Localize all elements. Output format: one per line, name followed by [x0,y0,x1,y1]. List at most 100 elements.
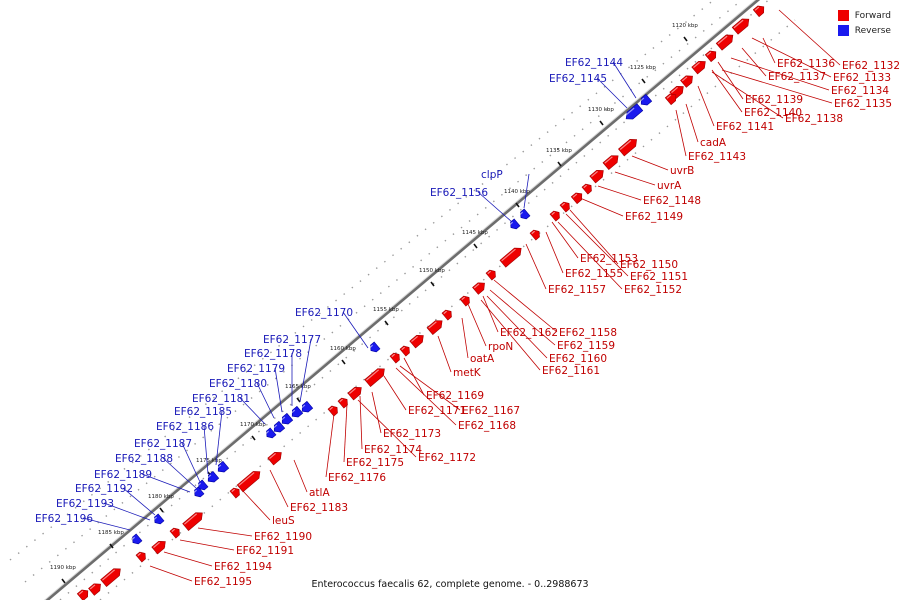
forward-gene [570,192,583,205]
forward-gene-label: EF62_1155 [565,268,623,280]
leader-line [751,37,832,78]
leader-line [274,367,283,413]
kbp-tick-label: 1180 kbp [148,494,174,500]
reverse-gene [290,405,304,418]
forward-gene-label: EF62_1136 [777,58,835,70]
reverse-gene [280,412,294,425]
reverse-gene-label: EF62_1179 [227,363,285,375]
leader-line [122,487,156,516]
leader-line [181,442,201,483]
leader-line [489,289,556,346]
forward-gene-label: EF62_1171 [408,405,466,417]
forward-gene-label: EF62_1139 [745,94,803,106]
kbp-tick-label: 1125 kbp [630,65,656,71]
forward-gene-label: EF62_1183 [290,502,348,514]
forward-gene-label: EF62_1195 [194,576,252,588]
forward-gene-label: EF62_1161 [542,365,600,377]
forward-gene-label: uvrB [670,165,694,177]
forward-gene [459,295,470,307]
kbp-tick-mark [61,578,66,584]
forward-gene-label: EF62_1151 [630,271,688,283]
kbp-tick-mark [515,202,520,208]
forward-gene [399,345,410,357]
reverse-gene [639,93,653,106]
forward-gene [182,512,203,531]
leader-line [203,425,209,475]
leader-line [357,399,417,458]
reverse-gene-label: EF62_1178 [244,348,302,360]
leader-line [343,403,348,463]
forward-gene-label: EF62_1157 [548,284,606,296]
reverse-gene [272,420,286,433]
kbp-tick-label: 1175 kbp [196,458,222,464]
reverse-gene-label: EF62_1187 [134,438,192,450]
kbp-tick-mark [641,78,646,84]
forward-gene-label: EF62_1169 [426,390,484,402]
forward-gene-label: uvrA [657,180,682,192]
leader-line [256,382,275,419]
forward-gene [715,34,734,51]
reverse-gene-label: EF62_1144 [565,57,623,69]
leader-line [697,85,715,127]
forward-gene-label: EF62_1132 [842,60,900,72]
forward-gene-label: EF62_1176 [328,472,386,484]
leader-line [197,527,253,537]
leader-line [399,365,461,411]
forward-gene-label: EF62_1135 [834,98,892,110]
reverse-gene [193,486,205,498]
reverse-gene-label: EF62_1188 [115,453,173,465]
leader-line [477,191,513,223]
forward-gene-label: EF62_1172 [418,452,476,464]
forward-gene-label: EF62_1168 [458,420,516,432]
forward-gene [327,405,338,417]
forward-gene [441,309,452,321]
leader-line [596,77,628,109]
reverse-gene-label: EF62_1181 [192,393,250,405]
reverse-gene-label: EF62_1170 [295,307,353,319]
leader-line [721,69,833,104]
forward-gene-label: EF62_1194 [214,561,272,573]
forward-gene-label: EF62_1191 [236,545,294,557]
forward-gene-label: leuS [272,515,295,527]
forward-gene [664,93,677,106]
reverse-gene-label: EF62_1196 [35,513,93,525]
leader-line [215,410,223,466]
kbp-tick-label: 1185 kbp [98,530,124,536]
kbp-tick-label: 1170 kbp [240,422,266,428]
leader-line [293,459,308,493]
leader-line [82,517,131,531]
forward-gene-label: EF62_1160 [549,353,607,365]
forward-gene [704,50,717,63]
reverse-swatch [837,25,849,36]
kbp-tick-mark [557,161,562,167]
dotted-guide-line [59,0,770,600]
leader-line [614,171,656,186]
leader-line [569,209,619,265]
leader-line [741,47,767,77]
leader-line [299,338,312,403]
reverse-gene [206,470,220,483]
leader-line [103,502,151,521]
kbp-tick-label: 1135 kbp [546,148,572,154]
kbp-tick-label: 1145 kbp [462,230,488,236]
leader-line [162,457,197,489]
leader-line [141,473,191,493]
forward-gene-label: EF62_1153 [580,253,638,265]
forward-gene [169,527,180,539]
leader-line [631,155,669,171]
kbp-tick-mark [296,397,301,403]
forward-gene-label: EF62_1167 [462,405,520,417]
leader-line [525,243,547,290]
leader-line [482,295,499,333]
forward-gene [581,183,592,195]
leader-line [371,391,382,434]
forward-gene-label: EF62_1133 [833,72,891,84]
forward-gene-label: EF62_1134 [831,85,889,97]
leader-line [239,397,266,425]
reverse-gene-label: clpP [481,169,503,181]
reverse-gene [369,341,381,353]
map-caption: Enterococcus faecalis 62, complete genom… [311,579,589,590]
kbp-tick-mark [599,120,604,126]
